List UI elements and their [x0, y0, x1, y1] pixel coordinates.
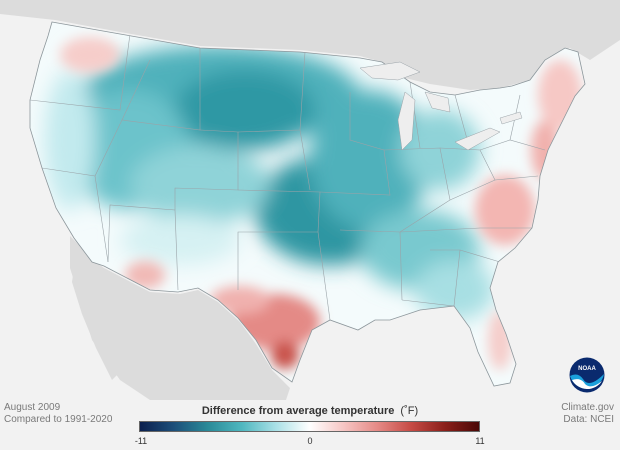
conus-outline [29, 21, 586, 387]
great-lakes [359, 61, 523, 151]
legend-title-text: Difference from average temperature [201, 405, 395, 417]
colorbar-min-label: -11 [134, 436, 148, 446]
colorbar-mid-label: 0 [307, 436, 313, 446]
noaa-logo-text: NOAA [578, 366, 596, 372]
us-temperature-anomaly-map [0, 0, 620, 400]
map-metadata: August 2009 Compared to 1991-2020 [4, 402, 112, 426]
colorbar [139, 421, 480, 432]
baseline-period: Compared to 1991-2020 [4, 414, 113, 425]
canada-landmass [0, 0, 620, 90]
colorbar-max-label: 11 [475, 436, 485, 446]
noaa-logo: NOAA [569, 357, 605, 393]
credit-block: Climate.gov Data: NCEI [561, 402, 614, 426]
map-date: August 2009 [4, 402, 61, 413]
legend-unit: (˚F) [400, 405, 419, 417]
data-credit: Data: NCEI [563, 414, 614, 425]
mexico-landmass [70, 236, 290, 400]
legend-title: Difference from average temperature (˚F) [0, 405, 620, 417]
baja-peninsula [72, 268, 120, 380]
source-credit: Climate.gov [561, 402, 614, 413]
state-borders [30, 33, 546, 321]
